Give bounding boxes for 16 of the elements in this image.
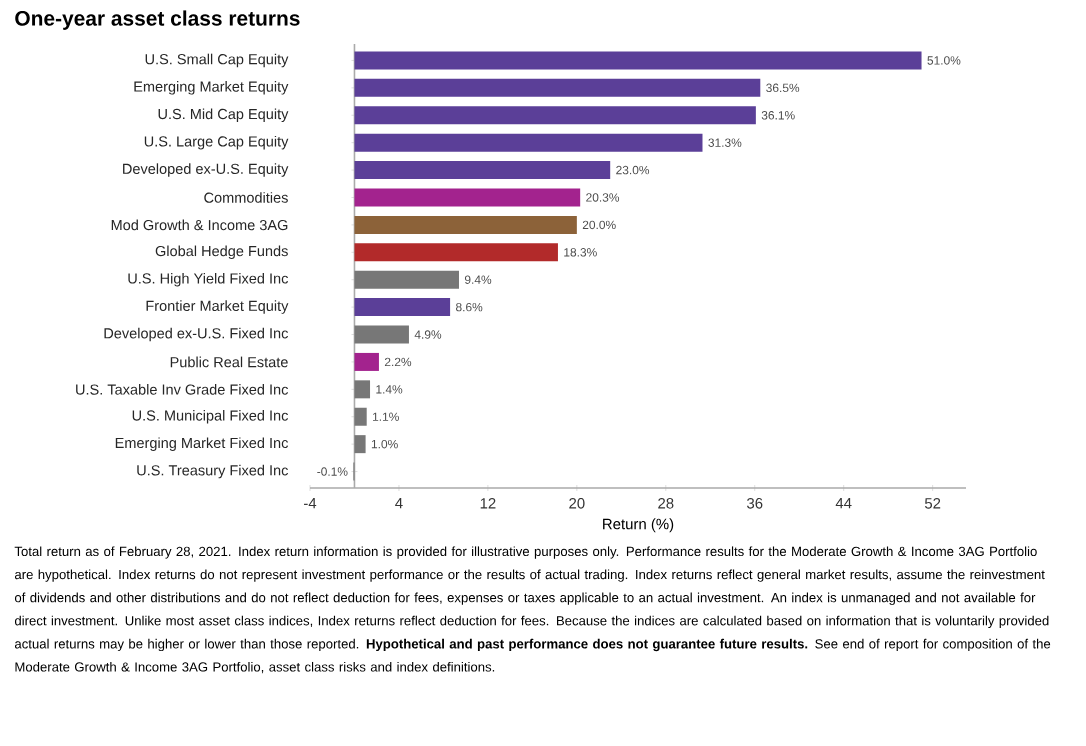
bar: [354, 407, 367, 426]
bar: [354, 78, 761, 97]
bar: [354, 325, 409, 344]
chart-title: One-year asset class returns: [15, 10, 300, 30]
bar: [354, 435, 366, 454]
bar: [354, 106, 756, 125]
bar: [354, 298, 451, 317]
bar: [354, 133, 703, 152]
bar: [354, 188, 581, 207]
bar: [354, 243, 558, 262]
bar: [354, 380, 371, 399]
bar: [354, 215, 577, 234]
bar: [354, 352, 379, 371]
bar: [354, 161, 611, 180]
bar: [354, 51, 922, 70]
bar: [354, 270, 459, 289]
